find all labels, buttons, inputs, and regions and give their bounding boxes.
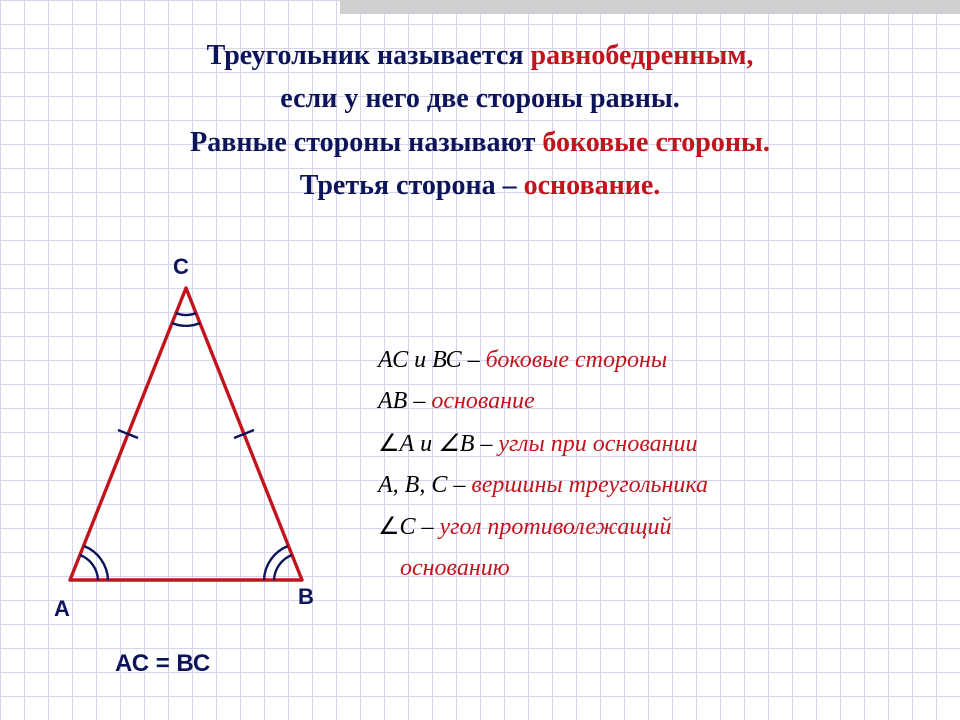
def-apex-angle: ∠С – угол противолежащий основанию [378,506,938,590]
def-1b: боковые стороны [486,347,668,373]
def-4b: вершины треугольника [471,472,708,498]
def-1a: АС и ВС – [378,347,486,373]
heading-line-1: Треугольник называется равнобедренным, [0,34,960,77]
def-base-angles: ∠А и ∠В – углы при основании [378,423,938,465]
def-vertices: А, В, С – вершины треугольника [378,465,938,506]
angle-arc-a [80,546,108,580]
heading-line-2: если у него две стороны равны. [0,77,960,120]
def-5c: основанию [378,548,938,589]
heading-4b: основание. [524,170,661,201]
def-3a: А и ∠В – [400,431,499,457]
definition-heading: Треугольник называется равнобедренным, е… [0,34,960,208]
vertex-label-a: А [54,596,70,622]
heading-3a: Равные стороны называют [190,127,542,158]
triangle-figure [40,270,350,610]
def-4a: А, В, С – [378,472,471,498]
def-2b: основание [431,388,534,414]
def-2a: АВ – [378,388,431,414]
heading-line-4: Третья сторона – основание. [0,164,960,207]
triangle-outline [70,288,302,580]
vertex-label-c: С [173,254,189,280]
definitions-list: АС и ВС – боковые стороны АВ – основание… [378,340,938,590]
vertex-label-b: В [298,584,314,610]
top-strip [340,0,960,14]
equation-ac-bc: АС = ВС [115,650,210,678]
def-lateral-sides: АС и ВС – боковые стороны [378,340,938,381]
def-3b: углы при основании [498,431,697,457]
def-5b: угол противолежащий [440,514,672,540]
def-5a: С – [400,514,440,540]
heading-4a: Третья сторона – [300,170,524,201]
def-base: АВ – основание [378,381,938,422]
heading-1b: равнобедренным, [531,40,754,71]
heading-3b: боковые стороны. [542,127,770,158]
heading-1a: Треугольник называется [207,40,531,71]
angle-arc-b [264,546,292,580]
heading-line-3: Равные стороны называют боковые стороны. [0,121,960,164]
